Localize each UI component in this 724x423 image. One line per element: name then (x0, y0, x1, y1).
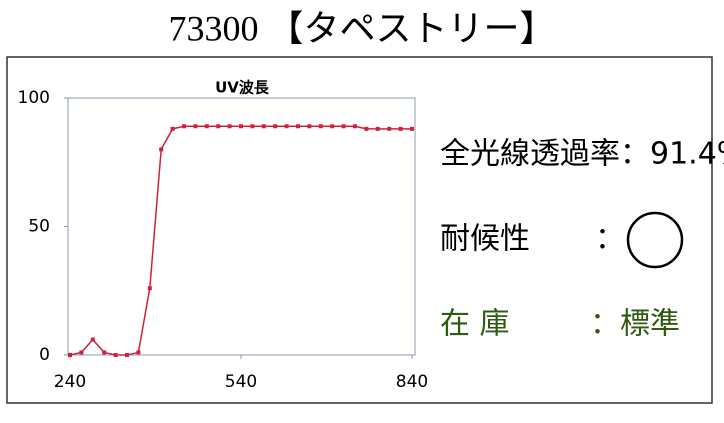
point-marker (410, 126, 414, 131)
point-marker (102, 350, 107, 355)
point-marker (79, 350, 84, 355)
x-tick-label: 840 (396, 372, 428, 392)
point-marker (182, 124, 186, 129)
point-marker (113, 353, 118, 357)
stock-value: ：標準 (590, 307, 680, 342)
point-marker (227, 124, 232, 129)
point-marker (90, 337, 95, 342)
point-marker (364, 126, 369, 131)
point-marker (375, 126, 380, 131)
point-marker (204, 124, 209, 129)
y-tick-label: 50 (28, 217, 50, 237)
series-line (69, 125, 412, 356)
point-marker (159, 147, 164, 152)
chart-title: UV波長 (215, 79, 270, 97)
transmittance: 全光線透過率：91.4% (440, 137, 724, 172)
y-tick-label: 0 (39, 345, 50, 365)
point-marker (353, 124, 357, 129)
point-marker (216, 124, 221, 129)
point-marker (250, 124, 255, 129)
weather-separator: ： (595, 222, 625, 257)
point-marker (330, 124, 335, 129)
point-marker (387, 126, 392, 131)
point-marker (398, 126, 403, 131)
point-marker (125, 353, 129, 357)
point-marker (170, 126, 175, 131)
page-title: 73300 【タペストリー】 (168, 8, 555, 48)
weather-circle (626, 211, 684, 269)
weather-label: 耐候性 (440, 222, 530, 257)
x-tick-label: 240 (54, 372, 86, 392)
point-marker (193, 124, 198, 129)
x-tick-label: 540 (225, 372, 257, 392)
point-marker (239, 124, 243, 129)
frame (6, 56, 713, 404)
point-marker (136, 350, 141, 355)
point-marker (307, 124, 312, 129)
y-tick-label: 100 (18, 88, 50, 108)
point-marker (296, 124, 300, 129)
stock-label: 在 庫 (440, 307, 510, 342)
plot-area (67, 97, 416, 356)
point-marker (341, 124, 346, 129)
point-marker (261, 124, 266, 129)
point-marker (318, 124, 323, 129)
point-marker (68, 353, 72, 357)
point-marker (147, 286, 152, 291)
point-marker (284, 124, 289, 129)
point-marker (273, 124, 278, 129)
